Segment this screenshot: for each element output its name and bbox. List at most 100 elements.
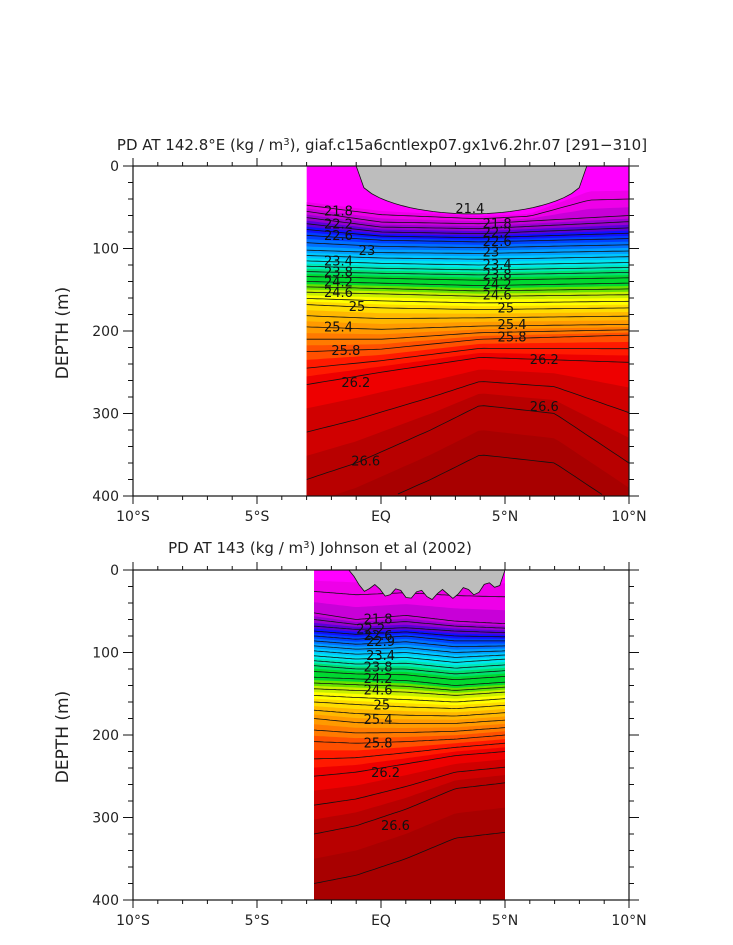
contour-label: 24.6 <box>364 683 393 698</box>
y-tick-label: 400 <box>92 489 119 505</box>
missing-data-region <box>348 570 506 601</box>
contour-line <box>314 831 506 884</box>
contour-label: 23.4 <box>366 649 395 664</box>
y-tick-label: 300 <box>92 407 119 423</box>
contour-line <box>314 671 506 680</box>
contour-line <box>306 229 629 239</box>
contour-line <box>314 682 506 691</box>
x-tick-label: 10°N <box>611 509 646 525</box>
contour-label: 22.2 <box>356 622 385 637</box>
contour-label: 25 <box>374 698 391 713</box>
contour-line <box>314 695 506 703</box>
contour-line <box>306 217 629 230</box>
contour-label: 21.4 <box>455 202 484 217</box>
contour-line <box>314 751 506 777</box>
upper-panel-title: PD AT 142.8°E (kg / m3), giaf.c15a6cntle… <box>117 136 647 154</box>
contour-line <box>306 281 629 286</box>
contour-line <box>306 357 629 385</box>
x-tick-label: 10°N <box>611 913 646 929</box>
contour-line <box>306 223 629 235</box>
contour-line <box>306 315 629 319</box>
contour-label: 21.8 <box>324 204 353 219</box>
contour-line <box>306 334 629 352</box>
contour-line <box>306 260 629 266</box>
contour-line <box>314 688 506 696</box>
contour-line <box>306 242 629 249</box>
contour-label: 26.2 <box>371 766 400 781</box>
contour-line <box>314 782 506 835</box>
contour-label: 23.8 <box>364 660 393 675</box>
contour-label: 26.2 <box>530 353 559 368</box>
contour-line <box>306 211 629 225</box>
contour-line <box>306 329 629 340</box>
contour-line <box>306 234 629 243</box>
y-tick-label: 300 <box>92 811 119 827</box>
contour-label: 23.4 <box>324 255 353 270</box>
contour-line <box>306 381 629 433</box>
contour-label: 23 <box>483 246 500 261</box>
contour-line <box>314 612 506 624</box>
contour-line <box>314 701 506 710</box>
contour-line <box>306 271 629 276</box>
lower-panel-title: PD AT 143 (kg / m3) Johnson et al (2002) <box>168 539 472 557</box>
x-tick-label: EQ <box>371 913 391 929</box>
y-tick-label: 0 <box>110 563 119 579</box>
contour-line <box>306 276 629 281</box>
contour-label: 24.2 <box>324 275 353 290</box>
contour-line <box>306 249 629 254</box>
contour-line <box>314 734 506 744</box>
contour-label: 26.6 <box>381 819 410 834</box>
contour-line <box>306 304 629 310</box>
upper-y-axis-label: DEPTH (m) <box>53 287 73 379</box>
contour-line <box>306 255 629 260</box>
contour-label: 23.8 <box>324 265 353 280</box>
contour-band <box>314 807 505 900</box>
contour-label: 25 <box>498 302 515 317</box>
contour-line <box>314 630 505 638</box>
contour-line <box>314 655 506 663</box>
contour-line <box>397 454 603 495</box>
y-tick-label: 400 <box>92 893 119 909</box>
contour-label: 22.2 <box>324 218 353 233</box>
x-tick-label: 5°N <box>492 509 518 525</box>
contour-line <box>314 727 506 734</box>
contour-label: 25.8 <box>364 736 393 751</box>
contour-line <box>314 640 506 648</box>
upper-panel: PD AT 142.8°E (kg / m3), giaf.c15a6cntle… <box>53 136 647 525</box>
x-tick-label: 5°S <box>245 913 270 929</box>
missing-data-region <box>355 166 588 215</box>
contour-line <box>306 286 629 292</box>
contour-label: 26.6 <box>530 400 559 415</box>
contour-label: 25.8 <box>331 344 360 359</box>
contour-label: 23.8 <box>483 268 512 283</box>
contour-line <box>306 324 629 330</box>
contour-line <box>314 665 506 675</box>
lower-y-axis-label: DEPTH (m) <box>53 691 73 783</box>
contour-line <box>306 347 629 369</box>
contour-label: 25.4 <box>498 318 527 333</box>
x-tick-label: 5°N <box>492 913 518 929</box>
contour-label: 21.8 <box>364 613 393 628</box>
contour-line <box>306 405 629 480</box>
x-tick-label: 5°S <box>245 509 270 525</box>
contour-line <box>314 650 506 658</box>
contour-band <box>306 430 629 496</box>
contour-line <box>314 766 506 806</box>
contour-line <box>306 198 629 220</box>
contour-label: 25.4 <box>364 713 393 728</box>
contour-line <box>314 709 506 717</box>
contour-label: 25 <box>349 300 366 315</box>
contour-label: 25.8 <box>498 331 527 346</box>
contour-label: 25.4 <box>324 321 353 336</box>
contour-line <box>314 625 506 634</box>
contour-label: 24.2 <box>364 672 393 687</box>
contour-line <box>314 676 506 686</box>
lower-panel: PD AT 143 (kg / m3) Johnson et al (2002)… <box>53 539 647 929</box>
contour-line <box>314 645 506 653</box>
contour-line <box>314 660 506 669</box>
contour-label: 26.6 <box>351 454 380 469</box>
y-tick-label: 0 <box>110 159 119 175</box>
contour-label: 23.4 <box>483 258 512 273</box>
